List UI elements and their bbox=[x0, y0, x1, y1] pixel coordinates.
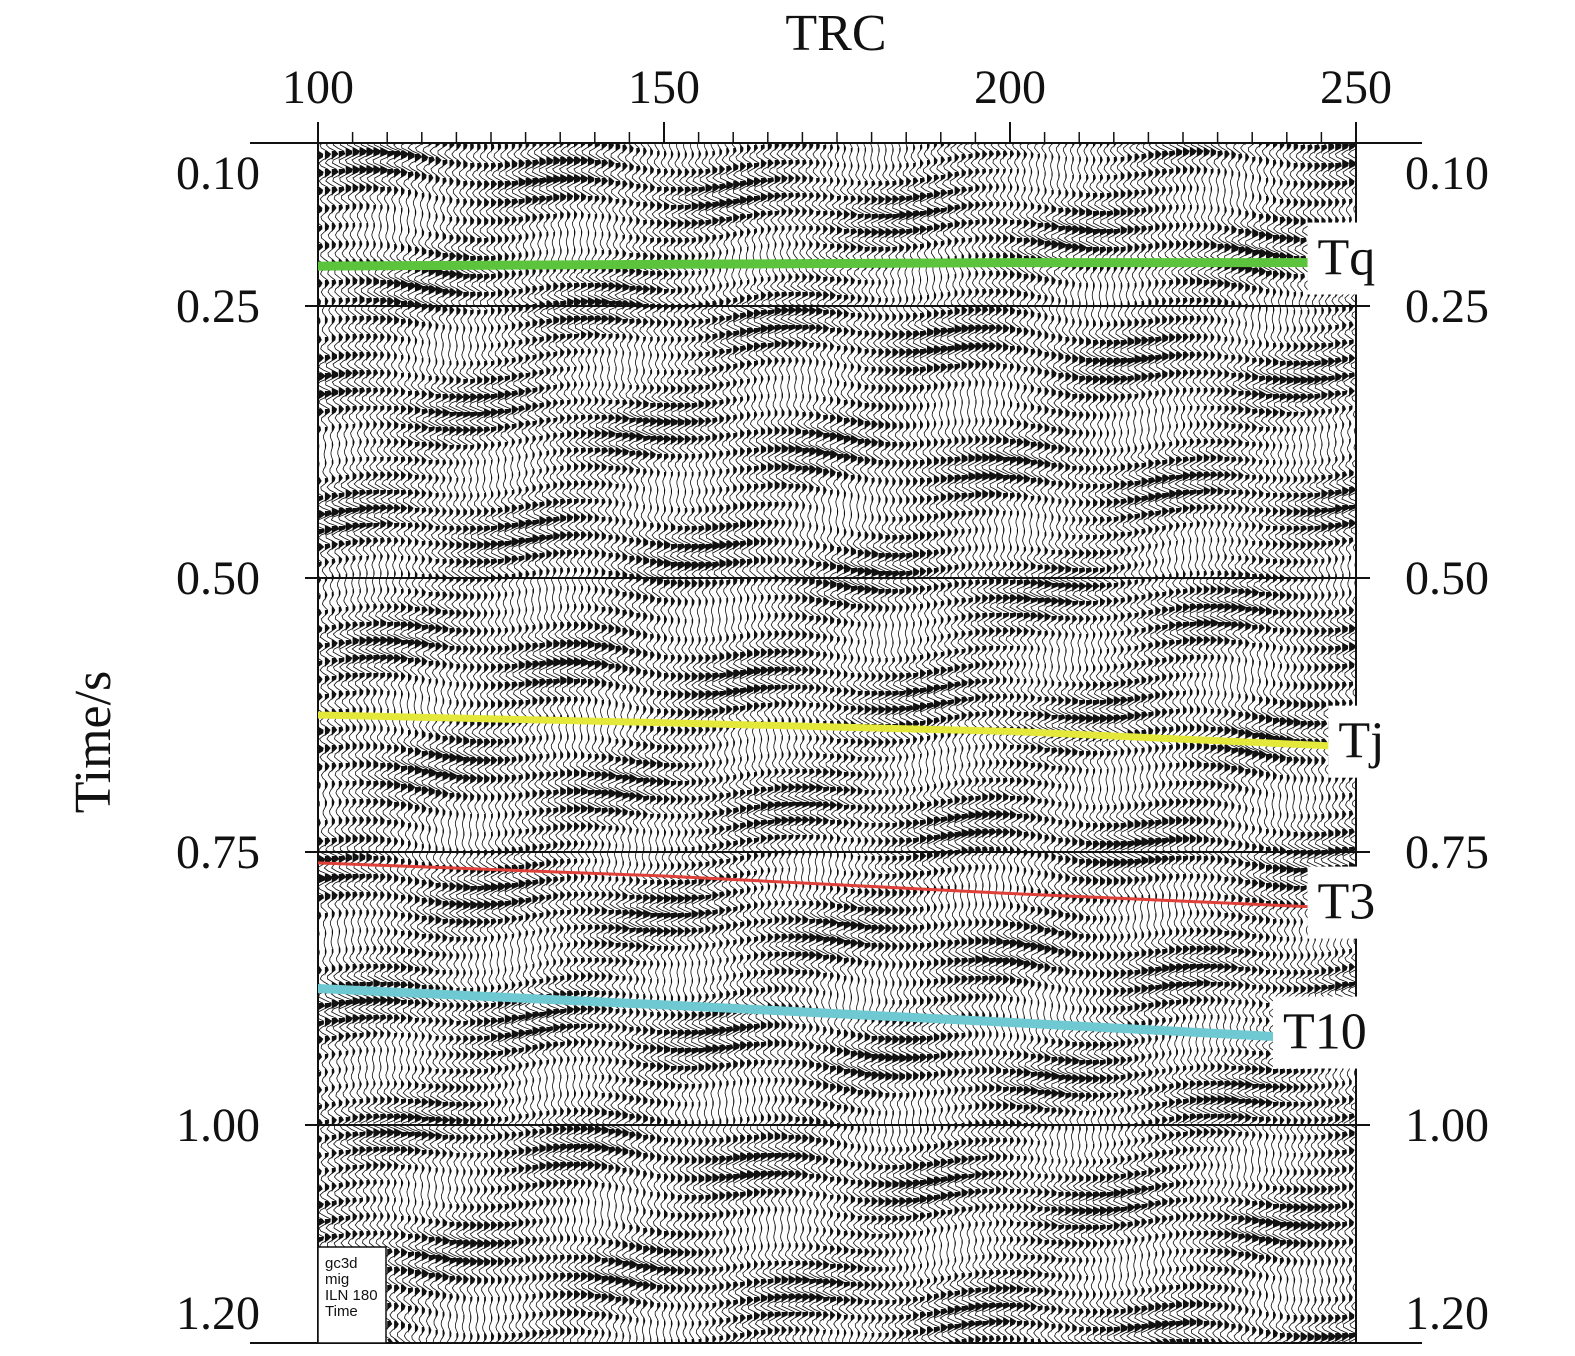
horizon-label-box-t3 bbox=[1307, 866, 1392, 939]
y-tick-label-right: 1.20 bbox=[1405, 1287, 1489, 1340]
horizon-label-t3: T3 bbox=[1318, 874, 1376, 931]
x-tick-label: 200 bbox=[974, 61, 1046, 114]
horizon-label-tj: Tj bbox=[1338, 713, 1384, 770]
y-tick-label-right: 0.25 bbox=[1405, 280, 1489, 333]
horizon-label-box-tj bbox=[1328, 705, 1413, 778]
y-tick-label-left: 1.00 bbox=[176, 1099, 260, 1152]
y-tick-label-left: 0.10 bbox=[176, 147, 260, 200]
time-gridlines bbox=[305, 305, 1370, 1126]
horizon-label-box-t10 bbox=[1272, 996, 1387, 1069]
y-tick-label-left: 1.20 bbox=[176, 1287, 260, 1340]
info-line-3: ILN 180 bbox=[325, 1287, 378, 1304]
y-tick-label-right: 1.00 bbox=[1405, 1099, 1489, 1152]
x-tick-label: 150 bbox=[628, 61, 700, 114]
x-tick-label: 250 bbox=[1320, 61, 1392, 114]
y-axis-title: Time/s bbox=[65, 671, 122, 814]
horizon-lines bbox=[318, 258, 1332, 1041]
info-line-2: mig bbox=[325, 1271, 349, 1288]
horizon-tj bbox=[318, 711, 1332, 750]
y-tick-label-right: 0.50 bbox=[1405, 552, 1489, 605]
x-ticks bbox=[317, 122, 1357, 143]
y-tick-label-right: 0.10 bbox=[1405, 147, 1489, 200]
info-line-1: gc3d bbox=[325, 1255, 358, 1272]
horizon-tq bbox=[318, 258, 1313, 271]
x-axis-title: TRC bbox=[785, 5, 886, 62]
horizon-label-tq: Tq bbox=[1318, 230, 1376, 287]
horizon-label-box-tq bbox=[1307, 222, 1392, 295]
y-tick-label-left: 0.25 bbox=[176, 280, 260, 333]
x-tick-label: 100 bbox=[282, 61, 354, 114]
y-tick-label-left: 0.75 bbox=[176, 826, 260, 879]
info-line-4: Time bbox=[325, 1303, 358, 1320]
info-box: gc3d mig ILN 180 Time bbox=[317, 1246, 387, 1344]
horizon-labels: Tq Tj T3 T10 bbox=[1272, 222, 1413, 1069]
y-tick-label-right: 0.75 bbox=[1405, 826, 1489, 879]
horizon-t3 bbox=[318, 861, 1310, 909]
y-tick-label-left: 0.50 bbox=[176, 552, 260, 605]
horizon-label-t10: T10 bbox=[1283, 1004, 1367, 1061]
horizon-t10 bbox=[318, 984, 1278, 1041]
